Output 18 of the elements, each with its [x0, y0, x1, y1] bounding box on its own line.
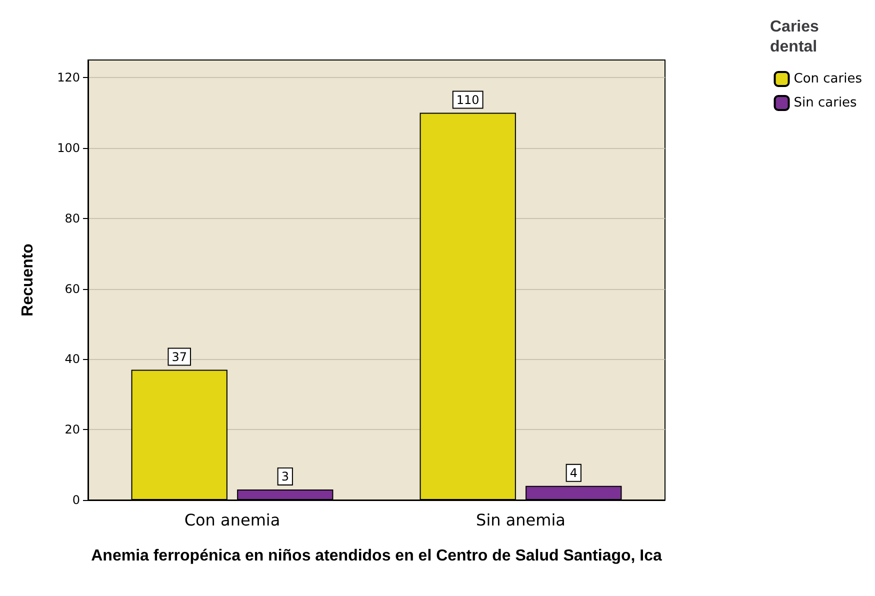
x-axis-title: Anemia ferropénica en niños atendidos en el Centro de Salud Santiago, Ica: [91, 548, 662, 564]
y-tick-label: 60: [64, 282, 80, 296]
legend-label: Sin caries: [794, 96, 858, 110]
y-tick-label: 120: [57, 70, 80, 85]
x-tick-label: Sin anemia: [476, 510, 566, 530]
legend-label: Con caries: [794, 72, 862, 86]
data-label: 37: [172, 350, 187, 364]
y-axis-title: Recuento: [20, 243, 36, 316]
y-tick-label: 40: [64, 352, 80, 366]
data-label: 110: [456, 92, 480, 107]
y-tick-label: 20: [64, 422, 80, 437]
y-tick-label: 80: [64, 211, 80, 226]
y-tick-label: 100: [57, 141, 80, 155]
y-tick-label: 0: [72, 493, 80, 507]
data-label: 3: [281, 469, 289, 484]
legend-title: Caries dental: [770, 18, 824, 56]
data-label: 4: [570, 466, 578, 480]
x-tick-label: Con anemia: [184, 510, 280, 530]
